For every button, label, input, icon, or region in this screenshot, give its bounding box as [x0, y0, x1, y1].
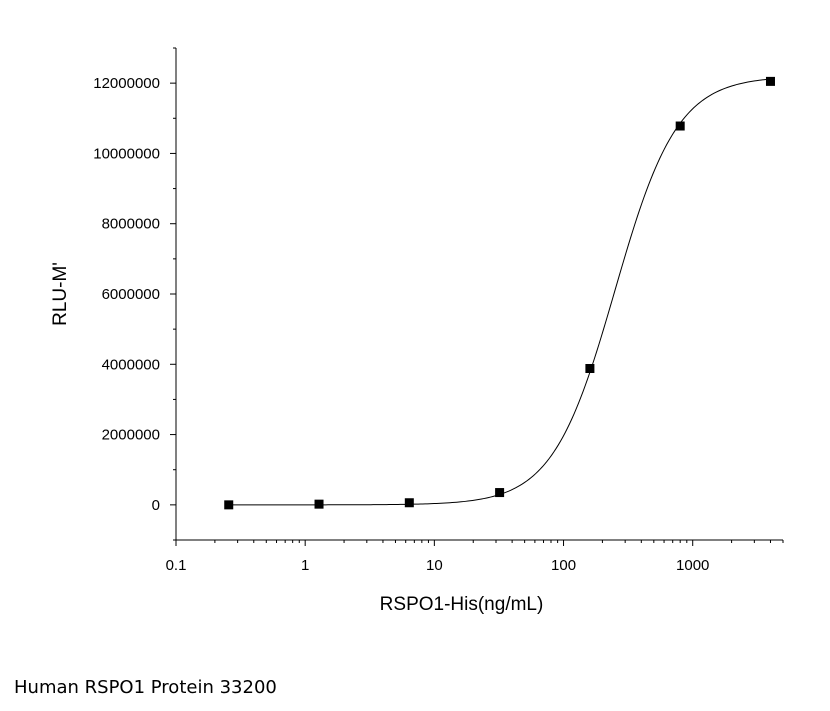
y-tick-label: 2000000	[102, 427, 160, 444]
data-point	[675, 121, 685, 131]
y-tick-label: 12000000	[93, 75, 160, 92]
fit-curve	[228, 78, 771, 506]
data-point	[314, 499, 324, 509]
x-axis-title: RSPO1-His(ng/mL)	[380, 594, 544, 615]
y-tick-label: 6000000	[102, 286, 160, 303]
axes	[175, 48, 783, 541]
data-points	[224, 76, 775, 510]
x-tick-label: 10	[426, 557, 443, 574]
y-tick-label: 8000000	[102, 216, 160, 233]
x-tick-label: 0.1	[166, 557, 187, 574]
x-tick-label: 100	[551, 557, 576, 574]
y-tick-label: 0	[152, 497, 160, 514]
y-tick-label: 4000000	[102, 356, 160, 373]
data-point	[404, 498, 414, 508]
data-point	[585, 364, 595, 374]
y-tick-label: 10000000	[93, 145, 160, 162]
data-point	[765, 76, 775, 86]
y-axis-title: RLU-M'	[50, 262, 71, 326]
x-tick-label: 1000	[676, 557, 709, 574]
figure-caption: Human RSPO1 Protein 33200	[14, 677, 277, 698]
x-ticks: 0.1 1 10 100 1000	[166, 540, 784, 574]
data-point	[495, 488, 505, 498]
data-point	[224, 500, 234, 510]
x-tick-label: 1	[301, 557, 309, 574]
dose-response-chart: 0 2000000 4000000 6000000 8000000 10000000 120…	[50, 47, 784, 615]
y-ticks: 0 2000000 4000000 6000000 8000000 10000000 120…	[93, 47, 176, 541]
